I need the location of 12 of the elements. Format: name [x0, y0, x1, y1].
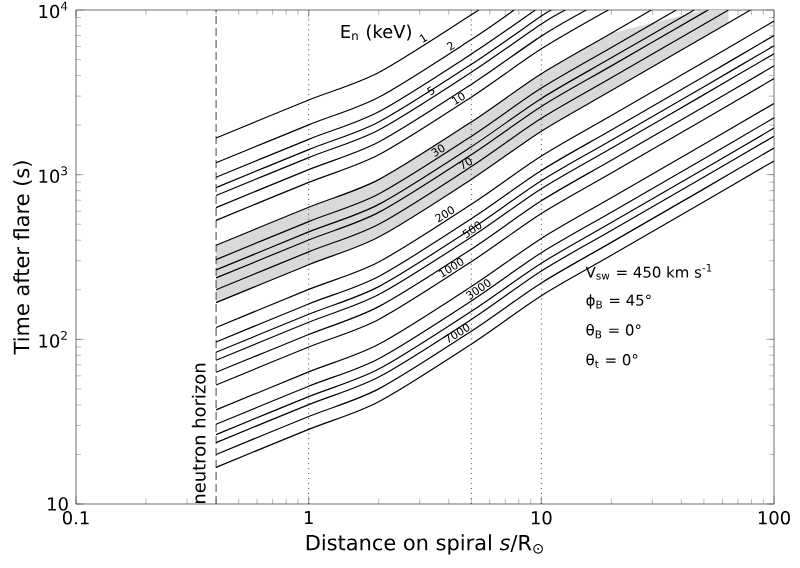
x-tick-label: 100 — [758, 511, 790, 525]
y-tick-label: 10$^{2}$ — [39, 330, 67, 348]
y-tick-label: 10$^{3}$ — [39, 166, 68, 184]
x-tick-label: 0.1 — [62, 511, 89, 525]
y-tick-label: 10$^{4}$ — [39, 1, 68, 19]
x-tick-label: 10 — [531, 511, 552, 525]
x-axis-title: Distance on spiral s/R$_{⊙}$ — [306, 534, 543, 555]
ref-line-label: neutron horizon — [191, 363, 206, 503]
annotation: E$_{n}$ (keV) — [341, 24, 411, 41]
y-axis-title: Time after flare (s) — [13, 161, 32, 355]
y-tick-label: 10 — [48, 497, 68, 511]
x-tick-label: 1 — [304, 511, 313, 525]
